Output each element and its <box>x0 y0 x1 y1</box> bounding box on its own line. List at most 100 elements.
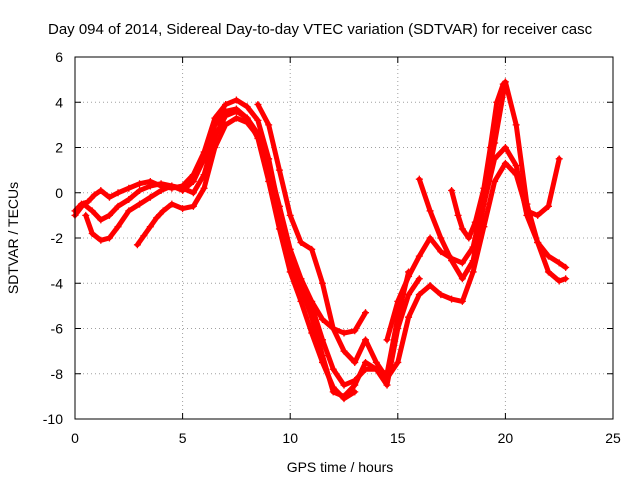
series-8 <box>448 80 507 242</box>
data-point <box>555 155 563 163</box>
data-point <box>351 388 359 396</box>
data-point <box>222 121 230 129</box>
series-2 <box>71 105 423 400</box>
data-point <box>254 101 262 109</box>
data-point <box>308 245 316 253</box>
data-point <box>318 358 326 366</box>
data-point <box>97 216 105 224</box>
data-point <box>254 132 262 140</box>
data-point <box>458 297 466 305</box>
data-point <box>523 211 531 219</box>
data-point <box>501 144 509 151</box>
data-point <box>340 381 348 389</box>
data-point <box>448 295 456 303</box>
y-tick-label: -8 <box>51 366 64 382</box>
data-point <box>297 275 305 283</box>
series-line <box>72 97 412 388</box>
data-point <box>146 193 154 201</box>
data-point <box>340 395 348 403</box>
data-point <box>275 166 283 174</box>
data-point <box>362 309 370 317</box>
x-tick-label: 25 <box>605 430 621 446</box>
data-point <box>491 155 499 163</box>
data-point <box>168 182 176 190</box>
data-point <box>458 275 466 283</box>
series-7 <box>415 144 570 283</box>
y-tick-label: 4 <box>55 94 63 110</box>
data-point <box>458 225 466 233</box>
data-point <box>405 272 413 280</box>
data-point <box>318 315 326 323</box>
data-point <box>159 207 167 215</box>
data-point <box>146 223 154 231</box>
data-point <box>471 218 479 226</box>
data-point <box>265 121 273 129</box>
data-point <box>222 101 230 109</box>
data-series <box>71 78 570 403</box>
data-point <box>562 263 570 271</box>
data-point <box>383 381 391 389</box>
data-point <box>491 177 499 185</box>
data-point <box>544 252 552 260</box>
data-point <box>243 103 251 111</box>
data-point <box>105 211 113 219</box>
data-point <box>329 383 337 391</box>
data-point <box>179 184 187 192</box>
data-point <box>125 184 133 192</box>
data-point <box>232 96 240 104</box>
data-point <box>544 202 552 210</box>
x-tick-label: 15 <box>390 430 406 446</box>
data-point <box>97 186 105 194</box>
data-point <box>351 358 359 366</box>
data-point <box>136 180 144 188</box>
data-point <box>140 232 148 240</box>
data-point <box>211 144 219 151</box>
data-point <box>415 175 423 183</box>
data-point <box>555 259 563 267</box>
data-point <box>105 193 113 201</box>
x-tick-label: 0 <box>71 430 79 446</box>
data-point <box>383 374 391 382</box>
data-point <box>114 202 122 210</box>
data-point <box>501 159 509 167</box>
data-point <box>97 236 105 244</box>
data-point <box>544 268 552 276</box>
data-point <box>243 119 251 127</box>
data-point <box>157 180 165 188</box>
data-point <box>308 297 316 305</box>
series-4 <box>133 114 370 337</box>
data-point <box>146 182 154 190</box>
data-point <box>437 234 445 242</box>
series-line <box>255 102 562 381</box>
data-point <box>372 358 380 366</box>
data-point <box>179 205 187 213</box>
data-point <box>168 200 176 208</box>
x-axis-label: GPS time / hours <box>287 459 394 475</box>
data-point <box>454 211 462 219</box>
data-point <box>394 325 402 332</box>
data-point <box>88 229 96 237</box>
y-tick-label: 6 <box>55 49 63 65</box>
series-5 <box>254 101 563 382</box>
data-point <box>512 121 520 129</box>
data-point <box>80 200 88 208</box>
data-point <box>297 297 305 305</box>
data-point <box>426 207 434 215</box>
y-tick-label: -6 <box>51 321 64 337</box>
data-point <box>297 239 305 247</box>
data-point <box>189 202 197 210</box>
data-point <box>415 275 423 283</box>
series-line <box>72 106 422 399</box>
data-point <box>211 132 219 140</box>
data-point <box>136 186 144 194</box>
data-point <box>383 336 391 344</box>
data-point <box>493 98 501 106</box>
data-point <box>82 211 90 219</box>
data-point <box>394 358 402 366</box>
data-point <box>499 80 507 88</box>
data-point <box>562 275 570 283</box>
data-point <box>448 257 456 265</box>
chart-title: Day 094 of 2014, Sidereal Day-to-day VTE… <box>48 21 593 38</box>
data-point <box>105 234 113 242</box>
